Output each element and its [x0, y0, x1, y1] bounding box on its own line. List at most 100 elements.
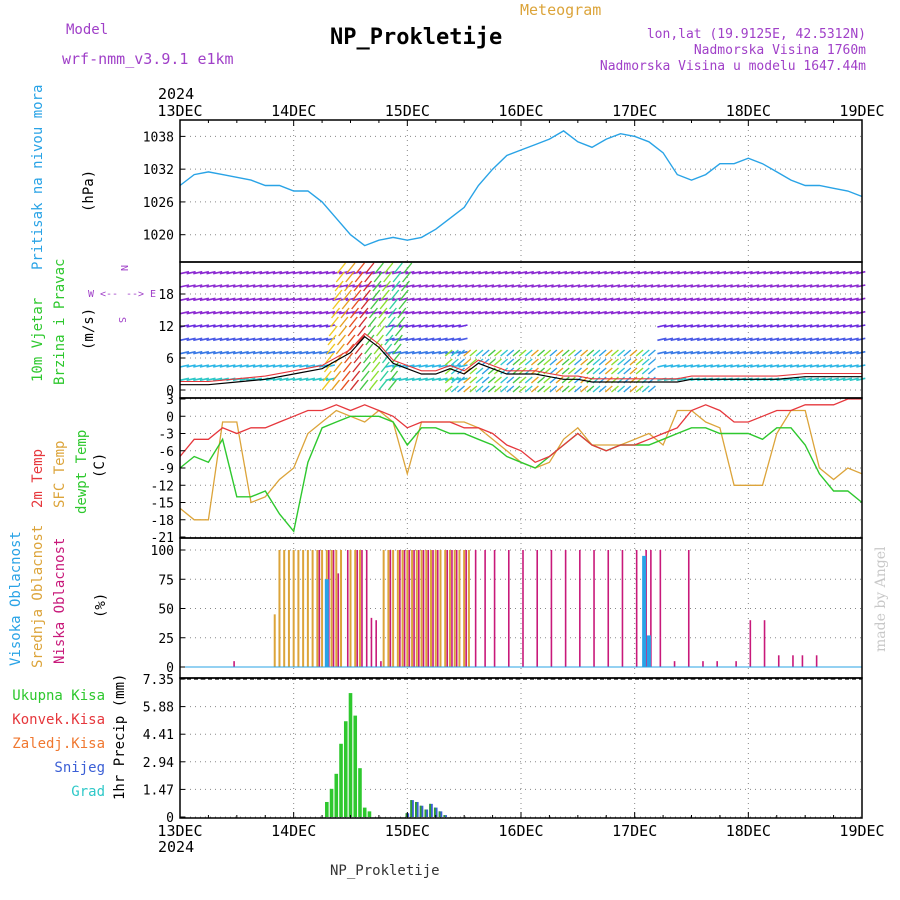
wind-vector-storm [349, 379, 360, 391]
wind-vector [418, 377, 428, 382]
wind-vector [783, 324, 793, 328]
wind-vector [425, 270, 435, 275]
wind-vector [730, 270, 740, 275]
wind-vector-storm [392, 271, 402, 283]
temp-y-tick-label: -21 [151, 531, 174, 546]
wind-vector-storm [450, 358, 459, 366]
wind-vector [763, 270, 773, 275]
wind-vector [564, 297, 574, 302]
wind-vector [716, 337, 727, 342]
x-tick-label-top: 18DEC [726, 102, 771, 120]
wind-vector [783, 310, 793, 315]
wind-vector [663, 297, 674, 302]
wind-vector-storm [481, 358, 490, 366]
wind-vector-storm [361, 361, 371, 373]
wind-vector-storm [444, 349, 453, 357]
precip-legend-item: Ukupna Kisa [12, 688, 105, 704]
wind-vector-storm [592, 367, 601, 375]
pressure-y-tick-label: 1038 [143, 130, 174, 145]
cloud-unit: (%) [93, 593, 109, 618]
wind-vector [232, 270, 243, 275]
wind-vector [252, 324, 263, 328]
wind-vector [411, 310, 422, 315]
wind-vector-storm [561, 376, 570, 384]
wind-vector [730, 364, 740, 368]
wind-vector-storm [481, 349, 490, 357]
wind-vector [239, 350, 249, 355]
wind-vector-storm [574, 367, 582, 375]
wind-vector [849, 337, 859, 342]
wind-vector [398, 337, 408, 342]
wind-vector [445, 310, 455, 315]
wind-vector [504, 297, 515, 302]
wind-vector [484, 297, 495, 302]
wind-vector [299, 270, 309, 275]
wind-vector [624, 284, 634, 288]
wind-vector-storm [341, 298, 351, 310]
x-tick-label-bottom: 15DEC [385, 822, 430, 840]
wind-vector-storm [364, 343, 374, 355]
compass-arrow-right: --> [126, 289, 144, 300]
wind-vector [809, 377, 820, 382]
wind-vector-storm [402, 271, 412, 283]
wind-vector [849, 377, 859, 382]
wind-vector [411, 337, 422, 342]
wind-vector [319, 310, 329, 315]
wind-vector [710, 310, 720, 315]
precip-legend-item: Grad [71, 784, 105, 800]
wind-vector [411, 297, 422, 302]
wind-vector-storm [326, 343, 336, 355]
wind-vector [657, 297, 667, 302]
wind-vector [763, 284, 773, 288]
wind-vector-storm [561, 358, 570, 366]
wind-vector [756, 324, 767, 328]
wind-vector [816, 364, 826, 368]
wind-vector [179, 270, 190, 275]
wind-vector-storm [331, 307, 341, 319]
wind-vector [796, 350, 806, 355]
wind-vector-storm [332, 370, 342, 382]
wind-vector [769, 350, 780, 355]
year-bottom: 2024 [158, 838, 194, 856]
wind-vector [703, 350, 713, 355]
wind-vector-storm [475, 349, 484, 357]
compass-n: N [118, 265, 129, 271]
wind-vector [199, 337, 210, 342]
wind-vector-storm [537, 349, 546, 357]
wind-vector-storm [383, 271, 393, 283]
wind-vector-storm [604, 349, 613, 357]
precip-bar-mix [410, 800, 413, 817]
label-layer: 13DEC 13DEC 14DEC 14DEC 15DEC 15DEC 16DEC 16DEC… [12, 102, 884, 840]
wind-vector-storm [598, 358, 607, 366]
wind-vector [683, 324, 694, 328]
precip-bar [325, 801, 329, 817]
wind-vector [590, 310, 601, 315]
wind-vector-storm [500, 358, 509, 366]
wind-vector [624, 297, 634, 302]
precip-bar-mix [419, 805, 422, 817]
wind-vector [431, 270, 442, 275]
wind-vector [856, 350, 866, 355]
wind-vector [179, 337, 190, 342]
wind-vector [730, 297, 740, 302]
wind-vector [670, 284, 680, 288]
wind-vector [252, 310, 263, 315]
wind-vector [431, 337, 442, 342]
wind-vector [511, 310, 521, 315]
wind-vector-storm [364, 271, 374, 283]
dewpt-temp-line [179, 415, 863, 533]
wind-vector [663, 350, 674, 355]
wind-vector-storm [561, 349, 570, 357]
wind-vector [723, 350, 733, 355]
wind-vector-storm [469, 349, 478, 357]
wind-vector [590, 270, 601, 275]
wind-vector [604, 284, 614, 288]
wind-vector [319, 270, 329, 275]
temp-y-tick-label: -15 [151, 497, 174, 512]
wind-vector [736, 324, 747, 328]
wind-vector [617, 284, 627, 288]
wind-vector [491, 284, 501, 288]
wind-vector-storm [494, 349, 502, 357]
wind-vector [279, 270, 289, 275]
